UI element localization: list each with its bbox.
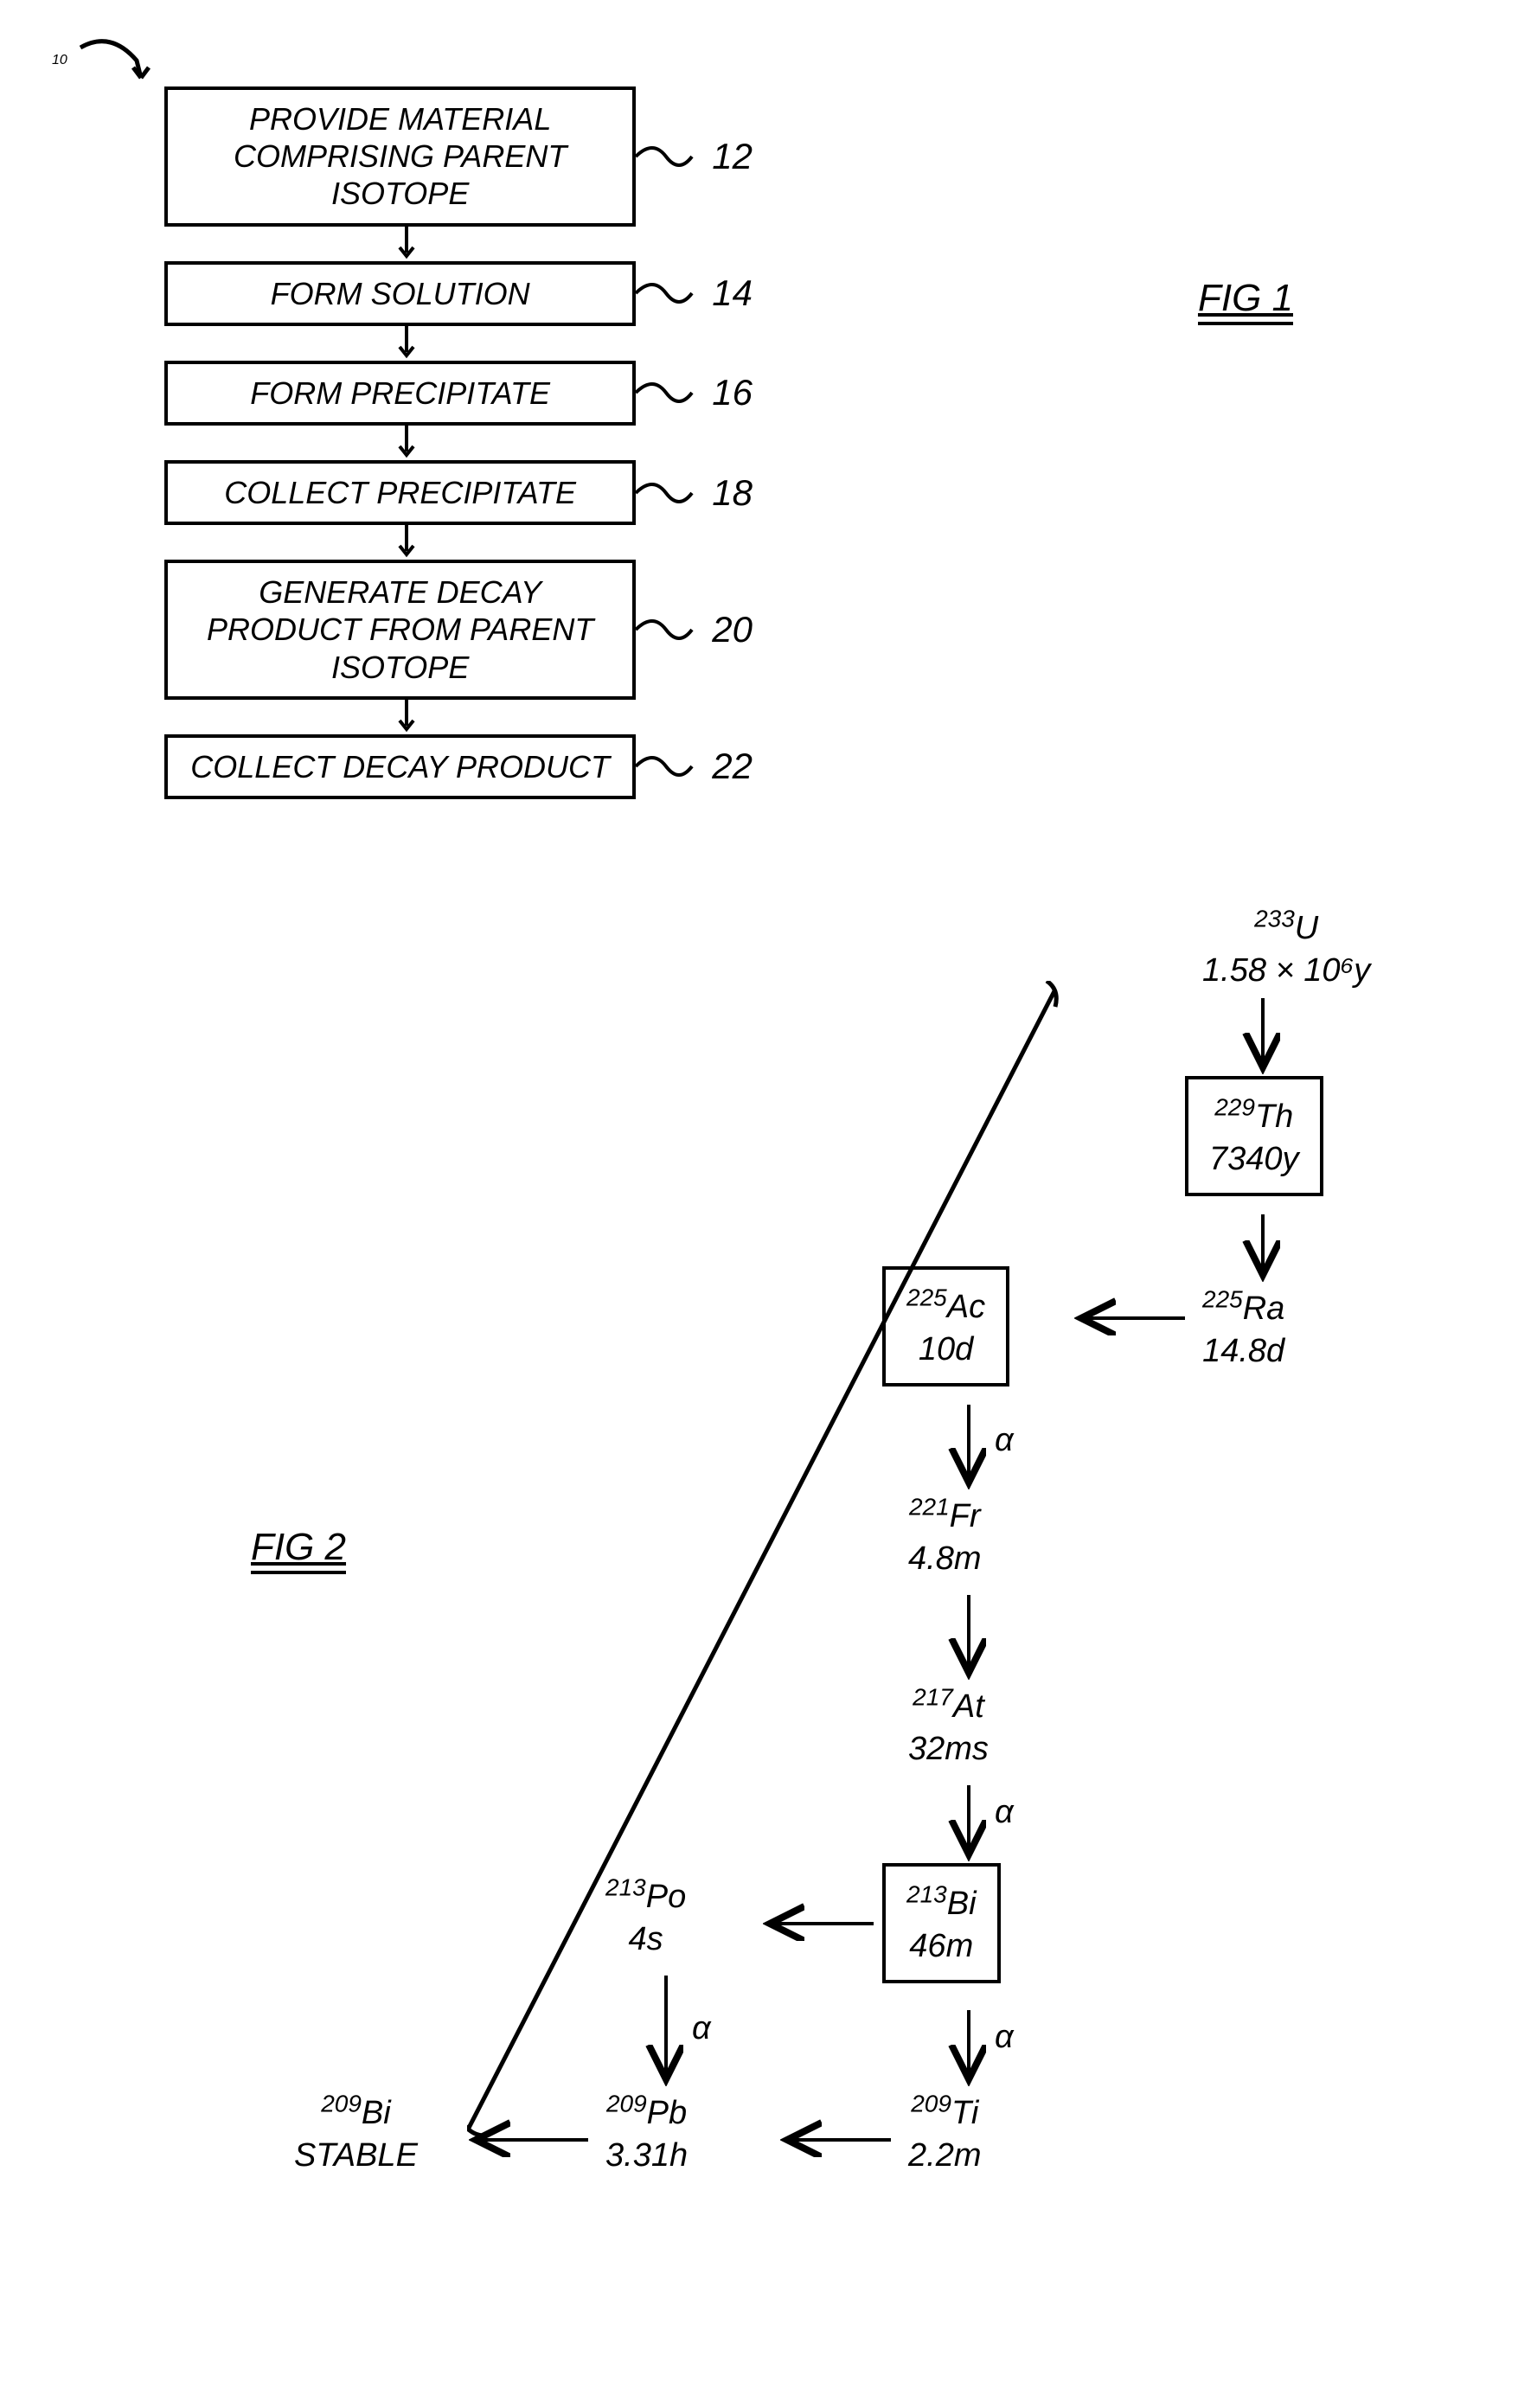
flow-step-row: FORM PRECIPITATE 16: [164, 361, 753, 426]
flowchart-steps: PROVIDE MATERIAL COMPRISING PARENT ISOTO…: [164, 86, 753, 799]
flow-step-box: PROVIDE MATERIAL COMPRISING PARENT ISOTO…: [164, 86, 636, 227]
flow-step-row: COLLECT PRECIPITATE 18: [164, 460, 753, 525]
half-life-label: STABLE: [294, 2137, 418, 2174]
connector-line-icon: [636, 267, 695, 319]
half-life-label: 32ms: [908, 1731, 989, 1767]
alpha-label: α: [995, 1422, 1014, 1459]
half-life-label: 4s: [629, 1921, 663, 1957]
decay-node-fr221: 221Fr 4.8m: [908, 1491, 981, 1580]
half-life-label: 7340y: [1209, 1141, 1299, 1177]
flow-step-row: GENERATE DECAY PRODUCT FROM PARENT ISOTO…: [164, 560, 753, 700]
decay-node-ti209: 209Ti 2.2m: [908, 2088, 981, 2177]
ref-10-text: 10: [52, 53, 67, 68]
half-life-label: 4.8m: [908, 1540, 981, 1577]
decay-node-at217: 217At 32ms: [908, 1681, 989, 1771]
flow-step-row: FORM SOLUTION 14: [164, 261, 753, 326]
flow-step-ref: 16: [712, 372, 753, 413]
decay-node-ra225: 225Ra 14.8d: [1202, 1284, 1284, 1373]
decay-node-po213: 213Po 4s: [605, 1872, 686, 1961]
flow-step-row: COLLECT DECAY PRODUCT 22: [164, 734, 753, 799]
decay-node-u233: 233U 1.58 × 10⁶y: [1202, 903, 1370, 992]
connector-line-icon: [636, 367, 695, 419]
flow-step-ref: 14: [712, 272, 753, 314]
alpha-label: α: [995, 1794, 1014, 1831]
half-life-label: 10d: [919, 1331, 973, 1367]
half-life-label: 3.31h: [605, 2137, 688, 2174]
isotope-label: 209Bi: [321, 2095, 391, 2131]
decay-node-bi213: 213Bi 46m: [882, 1863, 1001, 1983]
decay-node-pb209: 209Pb 3.31h: [605, 2088, 688, 2177]
flow-down-arrow: [164, 525, 649, 560]
isotope-label: 221Fr: [909, 1498, 981, 1534]
isotope-label: 225Ra: [1202, 1290, 1284, 1327]
flow-down-arrow: [164, 227, 649, 261]
flow-step-box: FORM SOLUTION: [164, 261, 636, 326]
alpha-label: α: [995, 2019, 1014, 2056]
isotope-label: 213Bi: [906, 1886, 977, 1922]
decay-node-ac225: 225Ac 10d: [882, 1266, 1009, 1387]
connector-line-icon: [636, 740, 695, 792]
flow-step-ref: 20: [712, 609, 753, 650]
flow-down-arrow: [164, 426, 649, 460]
isotope-label: 213Po: [605, 1879, 686, 1915]
ref-number-10: 10: [52, 35, 1466, 86]
figure-2-decay-chain: FIG 2 233U1.58 × 10⁶y229Th7340y225Ra14.8…: [52, 903, 1466, 2373]
connector-line-icon: [636, 467, 695, 519]
connector-line-icon: [636, 604, 695, 656]
flow-step-box: FORM PRECIPITATE: [164, 361, 636, 426]
isotope-label: 209Ti: [911, 2095, 978, 2131]
half-life-label: 14.8d: [1202, 1333, 1284, 1369]
isotope-label: 233U: [1254, 910, 1318, 946]
flow-step-ref: 22: [712, 746, 753, 787]
flow-down-arrow: [164, 700, 649, 734]
flow-step-box: GENERATE DECAY PRODUCT FROM PARENT ISOTO…: [164, 560, 636, 700]
flow-down-arrow: [164, 326, 649, 361]
curved-arrow-icon: [76, 35, 154, 86]
flow-step-ref: 12: [712, 136, 753, 177]
flow-step-box: COLLECT PRECIPITATE: [164, 460, 636, 525]
decay-node-bi209: 209Bi STABLE: [294, 2088, 418, 2177]
figure-1-flowchart: 10 PROVIDE MATERIAL COMPRISING PARENT IS…: [52, 35, 1466, 799]
connector-line-icon: [636, 131, 695, 183]
isotope-label: 225Ac: [906, 1289, 985, 1325]
decay-node-th229: 229Th 7340y: [1185, 1076, 1323, 1196]
flow-step-row: PROVIDE MATERIAL COMPRISING PARENT ISOTO…: [164, 86, 753, 227]
flow-step-box: COLLECT DECAY PRODUCT: [164, 734, 636, 799]
half-life-label: 46m: [909, 1928, 973, 1964]
isotope-label: 229Th: [1214, 1098, 1293, 1135]
alpha-label: α: [692, 2010, 711, 2047]
half-life-label: 2.2m: [908, 2137, 981, 2174]
flow-step-ref: 18: [712, 472, 753, 514]
half-life-label: 1.58 × 10⁶y: [1202, 952, 1370, 989]
isotope-label: 209Pb: [606, 2095, 687, 2131]
figure-1-label: FIG 1: [1198, 277, 1293, 325]
isotope-label: 217At: [913, 1688, 984, 1725]
